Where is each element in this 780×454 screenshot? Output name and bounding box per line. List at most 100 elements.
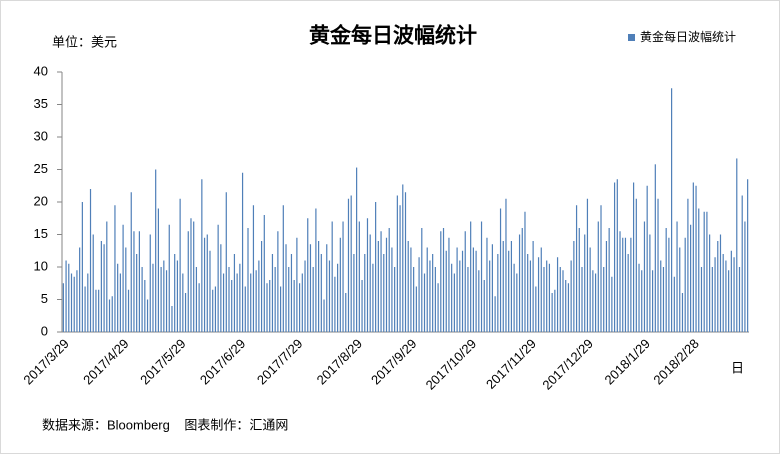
- bar: [709, 234, 711, 332]
- bar: [209, 250, 211, 332]
- bar: [657, 198, 659, 332]
- bar: [247, 228, 249, 332]
- bar: [554, 289, 556, 332]
- bar: [81, 202, 83, 332]
- bar: [318, 241, 320, 332]
- bar: [301, 273, 303, 332]
- bar: [260, 241, 263, 332]
- bar: [377, 241, 379, 332]
- bar: [445, 250, 447, 332]
- bar: [190, 218, 192, 332]
- bar: [437, 283, 439, 332]
- bar: [619, 231, 621, 332]
- bar: [212, 289, 214, 332]
- bar: [676, 221, 678, 332]
- bar: [673, 276, 675, 332]
- bar: [719, 234, 722, 332]
- bar: [228, 267, 230, 332]
- bar: [461, 250, 464, 332]
- bar: [255, 270, 257, 332]
- bar: [649, 234, 651, 332]
- bar: [434, 267, 436, 332]
- bar: [597, 221, 599, 332]
- bar: [594, 273, 597, 332]
- bar: [331, 221, 333, 332]
- bar: [353, 254, 355, 332]
- bar: [127, 289, 130, 332]
- bar: [725, 260, 727, 332]
- bar: [347, 198, 350, 332]
- bar: [119, 273, 121, 332]
- bar: [165, 270, 168, 332]
- bar: [263, 215, 265, 332]
- bar: [440, 231, 442, 332]
- bar: [586, 198, 589, 332]
- chart-title: 黄金每日波幅统计: [309, 24, 477, 48]
- bar: [728, 270, 730, 332]
- bar: [274, 267, 276, 332]
- bar: [130, 192, 132, 332]
- bar: [383, 254, 385, 332]
- y-tick-label: 15: [34, 226, 48, 241]
- bar: [429, 260, 431, 332]
- bar: [499, 208, 502, 332]
- bar: [152, 263, 154, 332]
- bar: [225, 192, 227, 332]
- bar: [502, 241, 504, 332]
- bar: [529, 260, 532, 332]
- bar: [638, 263, 640, 332]
- bar: [695, 185, 697, 332]
- bar: [141, 267, 143, 332]
- bar: [108, 299, 111, 332]
- bar: [426, 247, 428, 332]
- bar: [236, 273, 238, 332]
- bar: [738, 267, 741, 332]
- bar: [584, 234, 586, 332]
- bar: [570, 260, 572, 332]
- bar: [106, 221, 108, 332]
- bar: [467, 267, 469, 332]
- bar: [540, 247, 542, 332]
- bar: [546, 260, 548, 332]
- x-axis-label: 日: [731, 360, 744, 375]
- bar: [632, 182, 635, 332]
- bar: [423, 273, 426, 332]
- bar: [258, 260, 260, 332]
- bar: [174, 254, 176, 332]
- bar: [184, 293, 187, 332]
- bar: [578, 228, 580, 332]
- y-tick-label: 0: [41, 323, 48, 338]
- bar: [239, 263, 241, 332]
- bar: [182, 273, 184, 332]
- bar: [168, 224, 170, 332]
- bar: [518, 234, 521, 332]
- bar: [203, 237, 206, 332]
- bar: [334, 276, 336, 332]
- bar: [309, 244, 312, 332]
- bar: [662, 267, 665, 332]
- bar: [337, 263, 339, 332]
- bar: [565, 280, 567, 332]
- bar: [361, 280, 363, 332]
- bar: [714, 257, 716, 332]
- bar: [366, 218, 369, 332]
- bar: [679, 247, 681, 332]
- bar: [464, 231, 466, 332]
- bar: [62, 283, 64, 332]
- bar: [630, 237, 632, 332]
- legend-label: 黄金每日波幅统计: [640, 29, 736, 44]
- bar: [125, 247, 127, 332]
- bar: [543, 267, 545, 332]
- bar: [95, 289, 97, 332]
- bar: [399, 205, 401, 332]
- bar: [535, 286, 537, 332]
- bar: [508, 250, 510, 332]
- bar: [581, 267, 583, 332]
- bar: [269, 280, 271, 332]
- bar: [402, 184, 404, 332]
- bar: [70, 273, 73, 332]
- bar: [65, 260, 67, 332]
- bar: [730, 250, 732, 332]
- bar: [233, 254, 236, 332]
